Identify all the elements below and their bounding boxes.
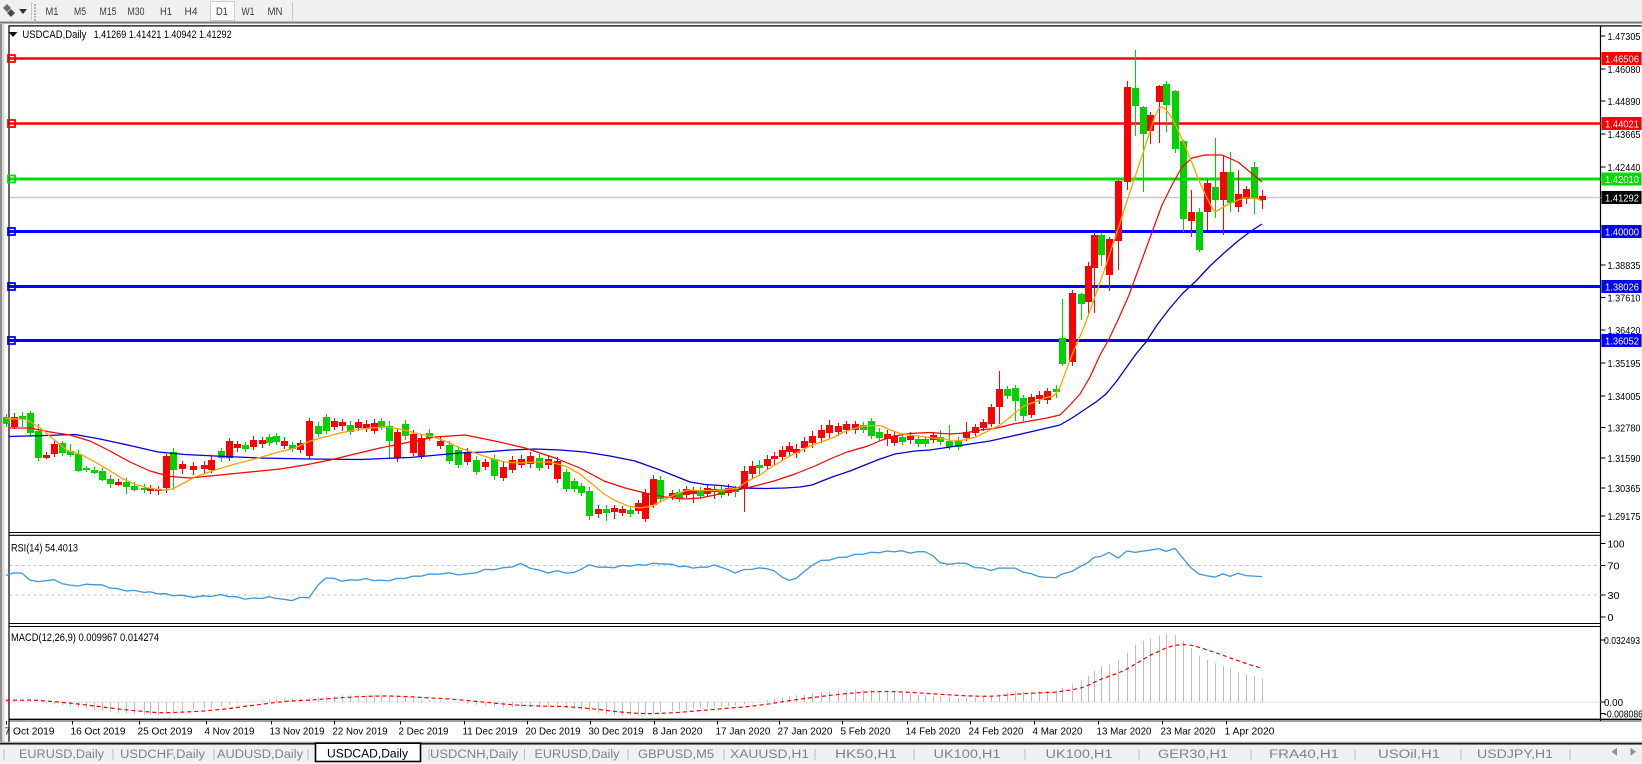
svg-text:UK100,H1: UK100,H1: [934, 747, 1001, 761]
svg-text:|: |: [1250, 749, 1253, 761]
svg-text:|: |: [307, 749, 310, 761]
svg-text:|: |: [1024, 749, 1027, 761]
svg-text:|: |: [112, 749, 115, 761]
svg-text:M15: M15: [100, 6, 117, 18]
svg-text:27 Jan 2020: 27 Jan 2020: [778, 726, 833, 738]
svg-text:13 Mar 2020: 13 Mar 2020: [1097, 726, 1152, 738]
svg-text:1.30365: 1.30365: [1608, 483, 1641, 495]
svg-text:1.35195: 1.35195: [1608, 358, 1641, 370]
svg-text:4 Nov 2019: 4 Nov 2019: [205, 726, 255, 738]
svg-text:-0.008086: -0.008086: [1604, 709, 1642, 721]
svg-text:USDCNH,Daily: USDCNH,Daily: [430, 747, 519, 761]
svg-text:1.40000: 1.40000: [1605, 227, 1639, 239]
svg-text:HK50,H1: HK50,H1: [835, 747, 897, 761]
svg-text:2 Dec 2019: 2 Dec 2019: [399, 726, 449, 738]
svg-text:MACD(12,26,9) 0.009967 0.01427: MACD(12,26,9) 0.009967 0.014274: [11, 632, 159, 644]
svg-text:24 Feb 2020: 24 Feb 2020: [969, 726, 1024, 738]
svg-text:XAUUSD,H1: XAUUSD,H1: [730, 747, 809, 761]
svg-text:1.32780: 1.32780: [1608, 423, 1641, 435]
svg-text:|: |: [1460, 749, 1463, 761]
svg-text:1.41269 1.41421 1.40942 1.4129: 1.41269 1.41421 1.40942 1.41292: [94, 29, 232, 41]
svg-text:|: |: [213, 749, 216, 761]
svg-text:1.29175: 1.29175: [1608, 511, 1641, 523]
svg-text:1.46506: 1.46506: [1605, 54, 1639, 66]
svg-text:USDCAD,Daily: USDCAD,Daily: [22, 29, 86, 41]
svg-text:14 Feb 2020: 14 Feb 2020: [906, 726, 961, 738]
svg-text:M30: M30: [128, 6, 145, 18]
svg-text:70: 70: [1608, 561, 1620, 573]
svg-text:|: |: [723, 749, 726, 761]
svg-text:D1: D1: [216, 6, 228, 18]
svg-text:25 Oct 2019: 25 Oct 2019: [138, 726, 193, 738]
svg-text:|: |: [1569, 749, 1572, 761]
svg-text:1.34005: 1.34005: [1608, 391, 1641, 403]
svg-text:AUDUSD,Daily: AUDUSD,Daily: [217, 747, 304, 761]
svg-text:EURUSD,Daily: EURUSD,Daily: [19, 747, 105, 761]
svg-text:USDCAD,Daily: USDCAD,Daily: [327, 746, 409, 760]
svg-text:23 Mar 2020: 23 Mar 2020: [1161, 726, 1216, 738]
svg-text:20 Dec 2019: 20 Dec 2019: [526, 726, 581, 738]
svg-text:1.36052: 1.36052: [1605, 336, 1639, 348]
svg-text:1.44021: 1.44021: [1605, 119, 1639, 131]
svg-text:1.42440: 1.42440: [1608, 162, 1641, 174]
svg-text:1.42010: 1.42010: [1605, 174, 1639, 186]
svg-text:UK100,H1: UK100,H1: [1046, 747, 1113, 761]
svg-text:H1: H1: [160, 6, 172, 18]
svg-text:17 Jan 2020: 17 Jan 2020: [716, 726, 771, 738]
svg-text:|: |: [627, 749, 630, 761]
svg-text:13 Nov 2019: 13 Nov 2019: [270, 726, 325, 738]
svg-text:0.00: 0.00: [1604, 697, 1623, 709]
svg-text:FRA40,H1: FRA40,H1: [1269, 747, 1339, 761]
svg-text:USDJPY,H1: USDJPY,H1: [1477, 747, 1553, 761]
svg-text:1.43665: 1.43665: [1608, 129, 1641, 141]
svg-text:1.44890: 1.44890: [1608, 96, 1641, 108]
svg-text:1.31590: 1.31590: [1608, 453, 1641, 465]
svg-text:EURUSD,Daily: EURUSD,Daily: [535, 747, 621, 761]
svg-text:H4: H4: [185, 6, 198, 18]
svg-text:1 Apr 2020: 1 Apr 2020: [1225, 726, 1275, 738]
svg-text:|: |: [523, 749, 526, 761]
svg-text:30 Dec 2019: 30 Dec 2019: [589, 726, 644, 738]
svg-text:USDCHF,Daily: USDCHF,Daily: [120, 747, 206, 761]
svg-text:MN: MN: [268, 6, 283, 18]
svg-text:1.41292: 1.41292: [1605, 193, 1639, 205]
svg-text:100: 100: [1608, 539, 1625, 551]
svg-text:|: |: [1354, 749, 1357, 761]
svg-text:RSI(14) 54.4013: RSI(14) 54.4013: [11, 543, 78, 555]
svg-text:5 Feb 2020: 5 Feb 2020: [841, 726, 891, 738]
svg-text:0.032493: 0.032493: [1604, 635, 1640, 647]
svg-text:M1: M1: [46, 6, 59, 18]
svg-text:1.46080: 1.46080: [1608, 64, 1641, 76]
svg-text:|: |: [3, 749, 6, 761]
svg-text:1.38835: 1.38835: [1608, 260, 1641, 272]
svg-text:M5: M5: [74, 6, 86, 18]
svg-text:16 Oct 2019: 16 Oct 2019: [71, 726, 126, 738]
svg-text:|: |: [814, 749, 817, 761]
svg-text:GER30,H1: GER30,H1: [1158, 747, 1228, 761]
svg-text:GBPUSD,M5: GBPUSD,M5: [638, 747, 714, 761]
svg-text:22 Nov 2019: 22 Nov 2019: [333, 726, 388, 738]
svg-text:USOil,H1: USOil,H1: [1378, 747, 1440, 761]
svg-text:1.38026: 1.38026: [1605, 282, 1639, 294]
svg-text:11 Dec 2019: 11 Dec 2019: [463, 726, 518, 738]
svg-text:1.37610: 1.37610: [1608, 293, 1641, 305]
svg-text:1.47305: 1.47305: [1608, 31, 1641, 43]
svg-text:4 Mar 2020: 4 Mar 2020: [1033, 726, 1083, 738]
svg-text:7 Oct 2019: 7 Oct 2019: [5, 726, 55, 738]
svg-text:W1: W1: [242, 6, 255, 18]
svg-text:8 Jan 2020: 8 Jan 2020: [653, 726, 703, 738]
svg-text:|: |: [1138, 749, 1141, 761]
svg-text:30: 30: [1608, 590, 1620, 602]
svg-text:0: 0: [1608, 612, 1614, 624]
svg-text:|: |: [428, 749, 431, 761]
svg-text:|: |: [913, 749, 916, 761]
